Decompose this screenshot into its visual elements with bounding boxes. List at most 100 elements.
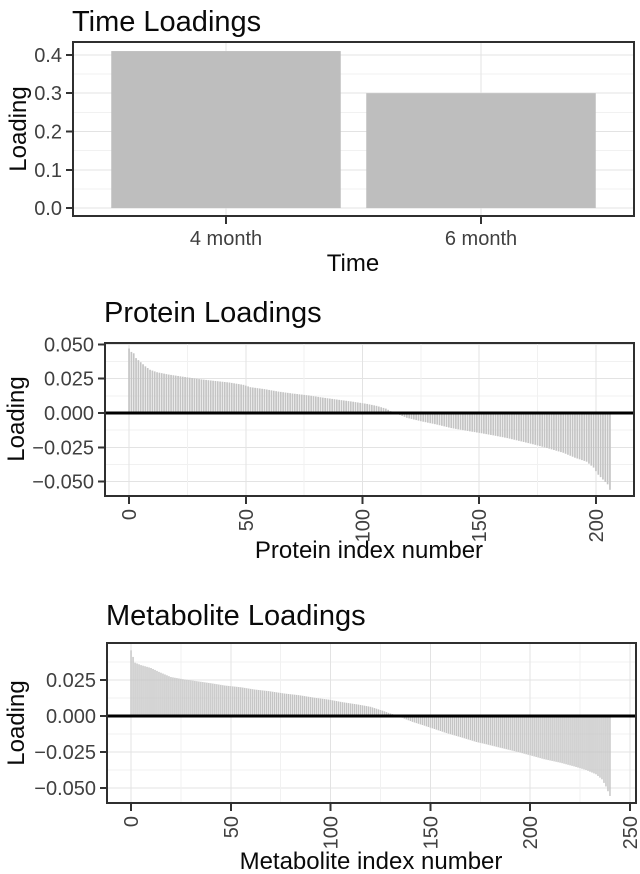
series-bar	[264, 690, 266, 717]
series-bar	[303, 394, 305, 413]
x-axis-title: Time	[327, 250, 379, 277]
series-bar	[476, 412, 478, 433]
series-bar	[497, 412, 499, 437]
series-bar	[445, 412, 448, 427]
series-bar	[150, 667, 152, 717]
series-bar	[380, 407, 383, 413]
chart-title: Protein Loadings	[104, 297, 322, 329]
series-bar	[261, 388, 263, 413]
series-bar	[277, 391, 280, 413]
series-bar	[503, 716, 505, 749]
series-bar	[429, 716, 432, 728]
series-bar	[455, 412, 457, 429]
series-bar	[252, 689, 254, 717]
series-bar	[431, 716, 434, 729]
series-bar	[569, 412, 572, 456]
series-bar	[421, 716, 424, 726]
series-bar	[331, 398, 333, 413]
series-bar	[138, 664, 140, 717]
y-tick-label: −0.025	[34, 742, 96, 764]
series-bar	[583, 716, 585, 770]
y-tick-label: 0.025	[44, 369, 94, 391]
series-bar	[494, 412, 497, 436]
time-loadings-chart: 4 month 6 month 0.0 0.1 0.2 0.3 0.4 Time Loadi…	[5, 6, 635, 277]
time-loadings-chart-block: 4 month 6 month 0.0 0.1 0.2 0.3 0.4 Time Loadi…	[0, 0, 640, 280]
series-bar	[574, 412, 576, 458]
series-bar	[441, 412, 443, 426]
series-bar	[186, 377, 189, 413]
series-bar	[337, 701, 340, 717]
series-bar	[551, 716, 553, 761]
bar	[111, 51, 341, 209]
series-bar	[258, 388, 261, 413]
series-bar	[333, 399, 336, 413]
series-bar	[160, 373, 163, 413]
series-bar	[606, 412, 609, 485]
series-bar	[363, 705, 366, 717]
series-bar	[136, 663, 138, 717]
series-bar	[499, 412, 502, 437]
series-bar	[363, 403, 366, 413]
series-bar	[198, 379, 200, 413]
series-bar	[592, 412, 595, 468]
series-bar	[207, 380, 210, 413]
metabolite-loadings-chart: 0 50 100 150 200 250 0.025 0.000 −0.025 −0.050 Me…	[3, 600, 640, 874]
series-bar	[298, 394, 301, 413]
series-bar	[485, 412, 488, 435]
series-bar	[575, 716, 577, 767]
x-tick-label: 200	[520, 816, 542, 849]
series-bar	[569, 716, 571, 766]
series-bar	[422, 412, 425, 422]
series-bar	[347, 401, 350, 413]
series-bar	[289, 694, 292, 717]
series-bar	[595, 412, 597, 472]
series-bar	[463, 716, 466, 739]
series-bar	[373, 405, 376, 413]
series-bar	[585, 716, 587, 770]
series-bar	[539, 412, 541, 447]
series-bar	[258, 689, 260, 717]
x-tick-label: 200	[586, 509, 608, 542]
series-bar	[441, 716, 444, 732]
series-bar	[317, 396, 319, 413]
series-bar	[427, 716, 430, 727]
series-bar	[557, 412, 560, 452]
metabolite-loadings-chart-block: 0 50 100 150 200 250 0.025 0.000 −0.025 −0.050 Me…	[0, 580, 640, 874]
series-bar	[205, 379, 207, 413]
series-bar	[300, 394, 303, 413]
series-bar	[415, 716, 418, 724]
series-bar	[214, 380, 217, 413]
series-bar	[275, 391, 277, 413]
series-bar	[329, 699, 332, 717]
series-bar	[163, 373, 165, 413]
series-bar	[477, 716, 479, 743]
y-tick-label: 0.1	[34, 160, 62, 182]
series-bar	[423, 716, 426, 726]
series-bar	[469, 412, 471, 432]
series-bar	[529, 412, 532, 444]
series-bar	[168, 676, 170, 717]
series-bar	[491, 716, 493, 746]
series-bar	[234, 686, 236, 717]
series-bar	[299, 695, 302, 717]
series-bar	[464, 412, 467, 431]
series-bar	[226, 685, 228, 717]
series-bar	[599, 716, 601, 778]
series-bar	[410, 412, 413, 419]
series-bar	[369, 706, 372, 717]
series-bar	[527, 716, 529, 755]
series-bar	[443, 412, 446, 427]
series-bar	[452, 412, 455, 429]
series-bar	[579, 716, 581, 769]
series-bar	[457, 412, 460, 430]
series-bar	[142, 364, 144, 413]
y-tick-label: 0.000	[46, 706, 96, 728]
series-bar	[327, 699, 330, 717]
series-bar	[130, 650, 132, 717]
series-bar	[177, 375, 179, 413]
series-bar	[409, 716, 412, 722]
protein-loadings-chart: 0 50 100 150 2000.0500.0250.000−0.025−0.050 …	[3, 297, 635, 564]
series-bar	[420, 412, 422, 422]
series-bar	[244, 687, 246, 717]
series-bar	[356, 402, 359, 413]
